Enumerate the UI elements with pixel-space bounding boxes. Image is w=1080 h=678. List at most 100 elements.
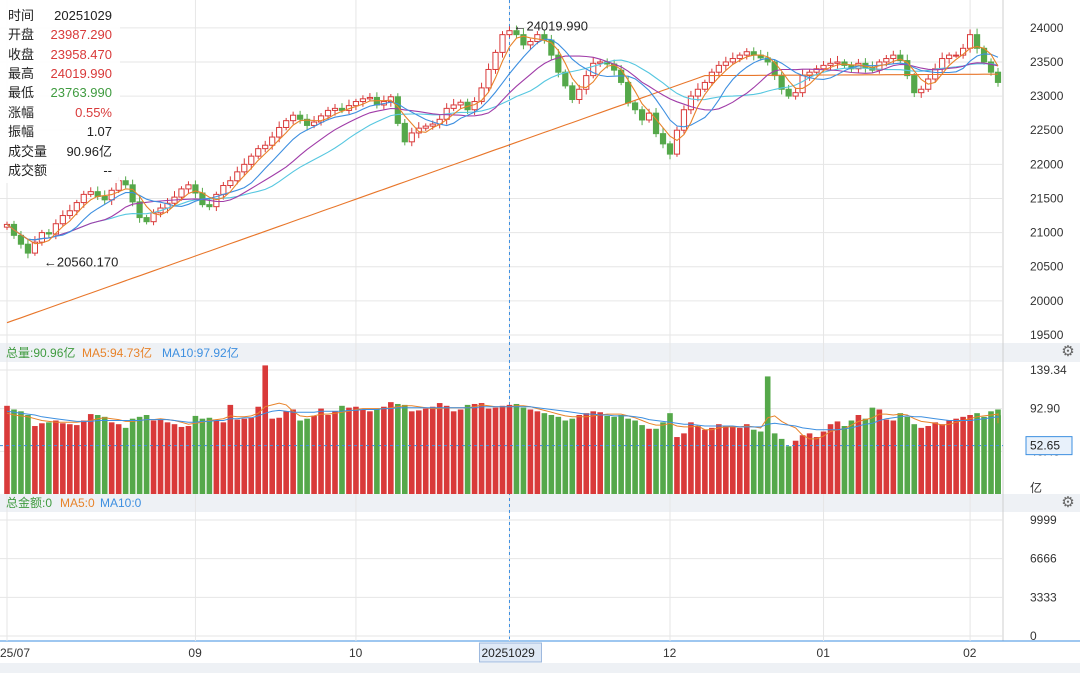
candle-body <box>478 87 485 103</box>
crosshair-date-box <box>478 642 542 663</box>
volume-cursor-box <box>1025 436 1073 456</box>
info-label: 涨幅 <box>8 105 35 120</box>
price-tick-label: 23000 <box>1030 89 1064 103</box>
volume-bar <box>702 429 708 494</box>
candle-body <box>652 112 660 135</box>
volume-bar <box>646 428 652 494</box>
candle-body <box>687 95 695 111</box>
amount-tick-label: 0 <box>1030 629 1037 643</box>
candle-body <box>708 71 715 83</box>
volume-tick-label: 亿 <box>1030 480 1042 495</box>
candle-body <box>87 191 94 195</box>
candle-body <box>743 51 750 56</box>
volume-bar <box>471 403 478 494</box>
volume-bar <box>457 409 464 494</box>
candle-body <box>694 88 702 97</box>
volume-settings-gear-icon[interactable]: ⚙ <box>1061 343 1075 360</box>
volume-bar <box>632 420 638 494</box>
candle-body <box>450 104 457 109</box>
price-tick-label: 22500 <box>1030 123 1064 137</box>
volume-bar <box>555 416 562 494</box>
candle-body <box>24 243 32 254</box>
volume-bar <box>590 411 597 494</box>
volume-bar <box>220 422 227 494</box>
volume-tick-label: 139.34 <box>1030 363 1067 377</box>
amount-settings-gear-icon[interactable]: ⚙ <box>1061 494 1075 511</box>
ma4-line <box>6 35 999 245</box>
volume-bar <box>855 414 862 494</box>
info-value: 23987.290 <box>50 27 112 42</box>
volume-bar <box>25 414 31 494</box>
candle-body <box>666 143 674 155</box>
volume-bar <box>848 420 855 494</box>
volume-bar <box>834 421 841 494</box>
volume-bar <box>625 418 631 494</box>
info-value: 0.55% <box>75 105 112 120</box>
x-tick-label: 12 <box>663 646 677 660</box>
candle-body <box>918 88 925 94</box>
volume-bar <box>792 440 799 494</box>
volume-bar <box>248 417 255 494</box>
volume-bar <box>939 424 945 494</box>
info-row-amplitude: 振幅 1.07 <box>8 122 112 142</box>
price-tick-label: 20500 <box>1030 260 1064 274</box>
candle-body <box>241 163 248 173</box>
volume-bar <box>499 405 506 494</box>
volume-bar <box>660 422 666 494</box>
info-value: 23958.470 <box>50 47 112 62</box>
candle-body <box>785 88 792 97</box>
info-label: 最低 <box>8 85 35 100</box>
volume-bar <box>520 407 527 494</box>
candle-body <box>338 107 346 111</box>
candle-body <box>576 88 583 101</box>
candle-body <box>366 96 374 100</box>
volume-bar <box>367 411 373 494</box>
info-row-volume: 成交量 90.96亿 <box>8 142 112 162</box>
candle-body <box>457 101 464 106</box>
candle-body <box>73 202 80 212</box>
price-tick-label: 21000 <box>1030 226 1064 240</box>
volume-bar <box>388 402 394 494</box>
volume-bar <box>576 414 583 494</box>
candle-body <box>317 115 325 123</box>
ohlc-info-panel: 时间 20251029 开盘 23987.290 收盘 23958.470 最高 240… <box>0 0 120 183</box>
candle-body <box>492 51 499 70</box>
x-tick-label: 09 <box>188 646 202 660</box>
candle-body <box>645 112 653 121</box>
candle-body <box>324 109 332 117</box>
volume-bar <box>401 404 408 494</box>
low-annotation: ←20560.170 <box>44 255 118 270</box>
candle-body <box>659 133 667 145</box>
volume-bar <box>122 427 129 494</box>
amount-tick-label: 6666 <box>1030 552 1057 566</box>
volume-bar <box>604 415 610 494</box>
volume-bar <box>716 424 722 494</box>
volume-bar <box>199 418 206 494</box>
volume-bar <box>276 417 282 494</box>
candle-body <box>911 75 918 94</box>
volume-bar <box>234 419 241 494</box>
candle-body <box>939 58 946 70</box>
volume-bar <box>339 405 345 494</box>
info-value: 1.07 <box>86 124 112 139</box>
candle-body <box>206 204 213 208</box>
candle-body <box>66 210 73 217</box>
info-label: 开盘 <box>8 27 35 42</box>
volume-bar <box>136 416 143 494</box>
volume-ma10-label: MA10:97.92亿 <box>162 345 239 360</box>
candle-body <box>792 92 799 97</box>
info-row-time: 时间 20251029 <box>8 6 112 26</box>
amount-tick-label: 3333 <box>1030 590 1057 604</box>
volume-bar <box>506 404 513 494</box>
volume-bar <box>820 431 827 494</box>
info-row-amount: 成交额 -- <box>8 161 112 181</box>
volume-bar <box>827 424 834 494</box>
candle-body <box>255 148 262 157</box>
volume-bar <box>757 431 764 494</box>
amount-header-band <box>0 494 1080 512</box>
candle-body <box>736 54 743 60</box>
volume-bar <box>4 405 10 494</box>
price-tick-label: 19500 <box>1030 328 1064 342</box>
